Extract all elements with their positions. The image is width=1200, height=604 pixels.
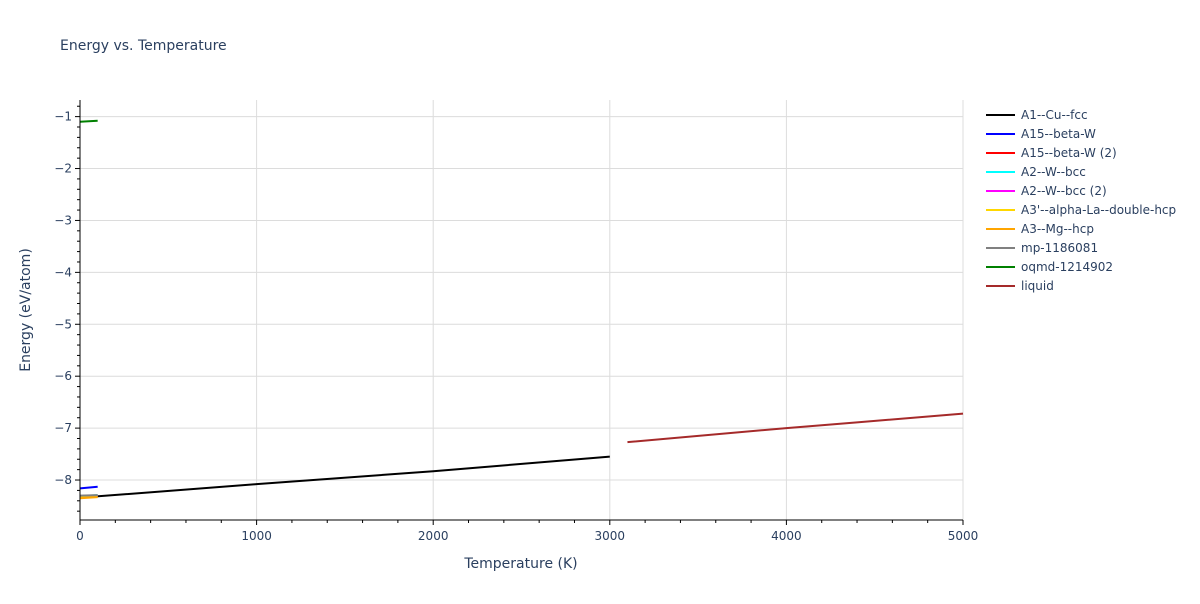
y-tick-label: −8 [54,473,72,487]
y-tick-label: −2 [54,162,72,176]
axes: 0 1000 2000 3000 4000 5000 −1 −2 −3 −4 −5 −6 −7 −8 [54,100,978,543]
legend-label: A1--Cu--fcc [1021,108,1088,122]
legend-item[interactable]: mp-1186081 [986,241,1098,255]
series-line [79,119,98,123]
series-line [79,494,98,497]
legend-label: oqmd-1214902 [1021,260,1113,274]
y-tick-label: −5 [54,317,72,331]
series-line [79,485,98,490]
plot-area [79,119,964,500]
legend-label: A3--Mg--hcp [1021,222,1094,236]
legend-item[interactable]: A1--Cu--fcc [986,108,1088,122]
legend-item[interactable]: A15--beta-W (2) [986,146,1117,160]
legend-label: mp-1186081 [1021,241,1098,255]
x-tick-label: 4000 [771,529,802,543]
series-line [79,455,610,499]
chart-title: Energy vs. Temperature [60,38,227,54]
y-tick-label: −3 [54,213,72,227]
legend-label: A2--W--bcc (2) [1021,184,1107,198]
series-line [79,496,98,500]
series-line [627,412,964,444]
y-axis-title: Energy (eV/atom) [18,248,34,372]
x-axis-title: Temperature (K) [463,556,577,572]
legend-label: A2--W--bcc [1021,165,1086,179]
y-tick-label: −4 [54,265,72,279]
x-tick-label: 1000 [241,529,272,543]
legend-item[interactable]: A2--W--bcc (2) [986,184,1107,198]
legend-item[interactable]: oqmd-1214902 [986,260,1113,274]
legend-item[interactable]: A15--beta-W [986,127,1096,141]
legend-label: A15--beta-W [1021,127,1096,141]
y-tick-label: −7 [54,421,72,435]
y-tick-label: −6 [54,369,72,383]
x-tick-label: 2000 [418,529,449,543]
legend-item[interactable]: A3'--alpha-La--double-hcp [986,203,1176,217]
x-tick-label: 3000 [595,529,626,543]
x-tick-label: 5000 [948,529,979,543]
y-tick-label: −1 [54,110,72,124]
legend-label: A3'--alpha-La--double-hcp [1021,203,1176,217]
legend-item[interactable]: A3--Mg--hcp [986,222,1094,236]
legend-label: A15--beta-W (2) [1021,146,1117,160]
legend: A1--Cu--fcc A15--beta-W A15--beta-W (2) A2-… [986,108,1176,293]
legend-label: liquid [1021,279,1054,293]
x-tick-label: 0 [76,529,84,543]
legend-item[interactable]: liquid [986,279,1054,293]
legend-item[interactable]: A2--W--bcc [986,165,1086,179]
grid [80,100,964,520]
